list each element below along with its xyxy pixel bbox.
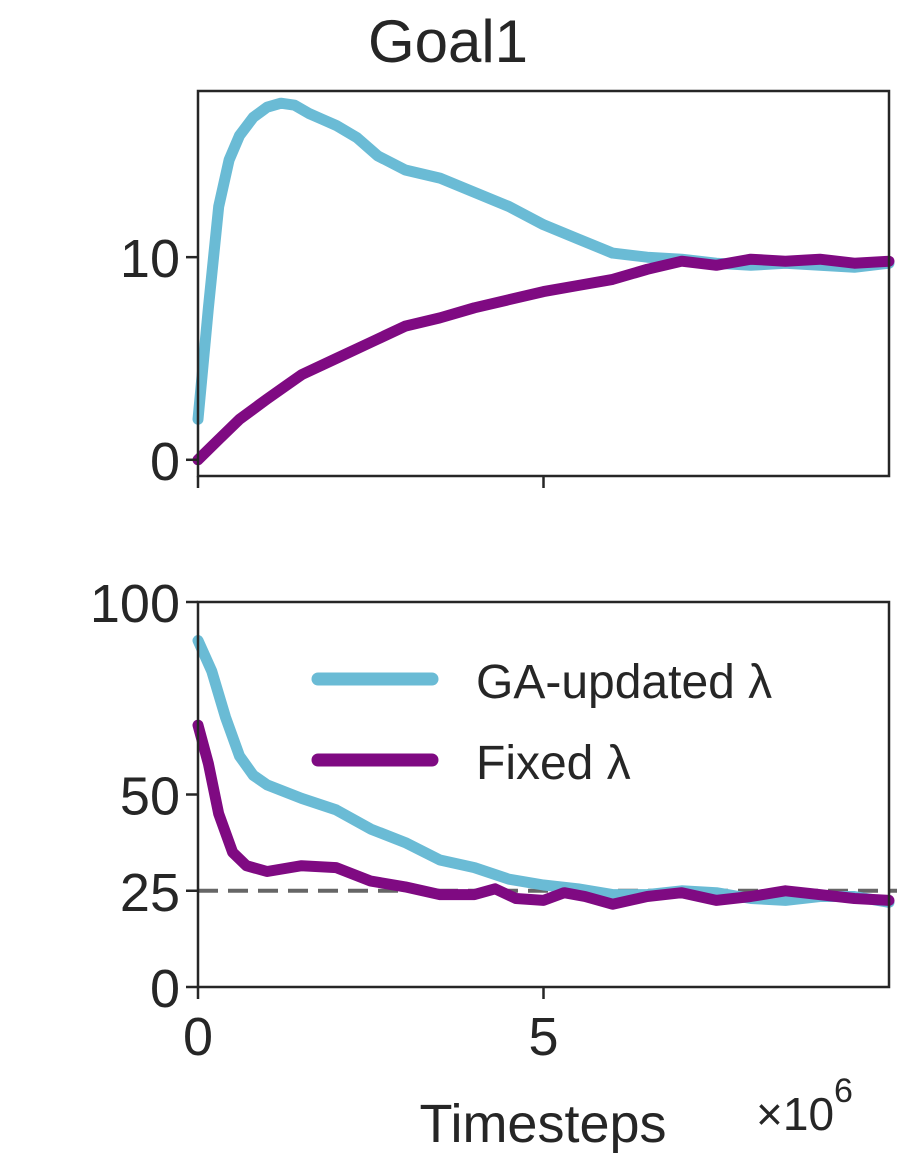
top-panel: 0 10 <box>120 89 895 492</box>
bottom-y-tick-label: 0 <box>150 959 180 1019</box>
x-scale-label: ×106 <box>756 1072 853 1140</box>
bottom-series-group <box>192 635 895 910</box>
legend: GA-updated λ Fixed λ <box>311 656 772 790</box>
x-axis-label: Timesteps <box>419 1094 666 1154</box>
bottom-x-tick-label: 0 <box>183 1007 213 1067</box>
top-axes-frame <box>196 89 891 478</box>
bottom-series-line-fixed <box>192 719 895 910</box>
bottom-y-tick-label: 50 <box>120 767 180 827</box>
bottom-x-tick-label: 5 <box>528 1007 558 1067</box>
bottom-y-axis: 0 25 50 100 <box>90 574 198 1019</box>
bottom-y-tick-label: 100 <box>90 574 180 634</box>
x-scale-base: ×10 <box>756 1088 834 1140</box>
top-series-group <box>192 97 895 466</box>
legend-label-ga: GA-updated λ <box>476 656 772 709</box>
legend-label-fixed: Fixed λ <box>476 737 631 790</box>
bottom-y-tick-label: 25 <box>120 863 180 923</box>
chart-title: Goal1 <box>368 8 528 75</box>
top-x-axis <box>196 476 545 488</box>
top-series-line-fixed <box>192 253 895 466</box>
top-y-tick-label: 0 <box>150 432 180 492</box>
top-y-tick-label: 10 <box>120 229 180 289</box>
top-y-axis: 0 10 <box>120 229 198 492</box>
x-scale-exponent: 6 <box>834 1072 853 1110</box>
